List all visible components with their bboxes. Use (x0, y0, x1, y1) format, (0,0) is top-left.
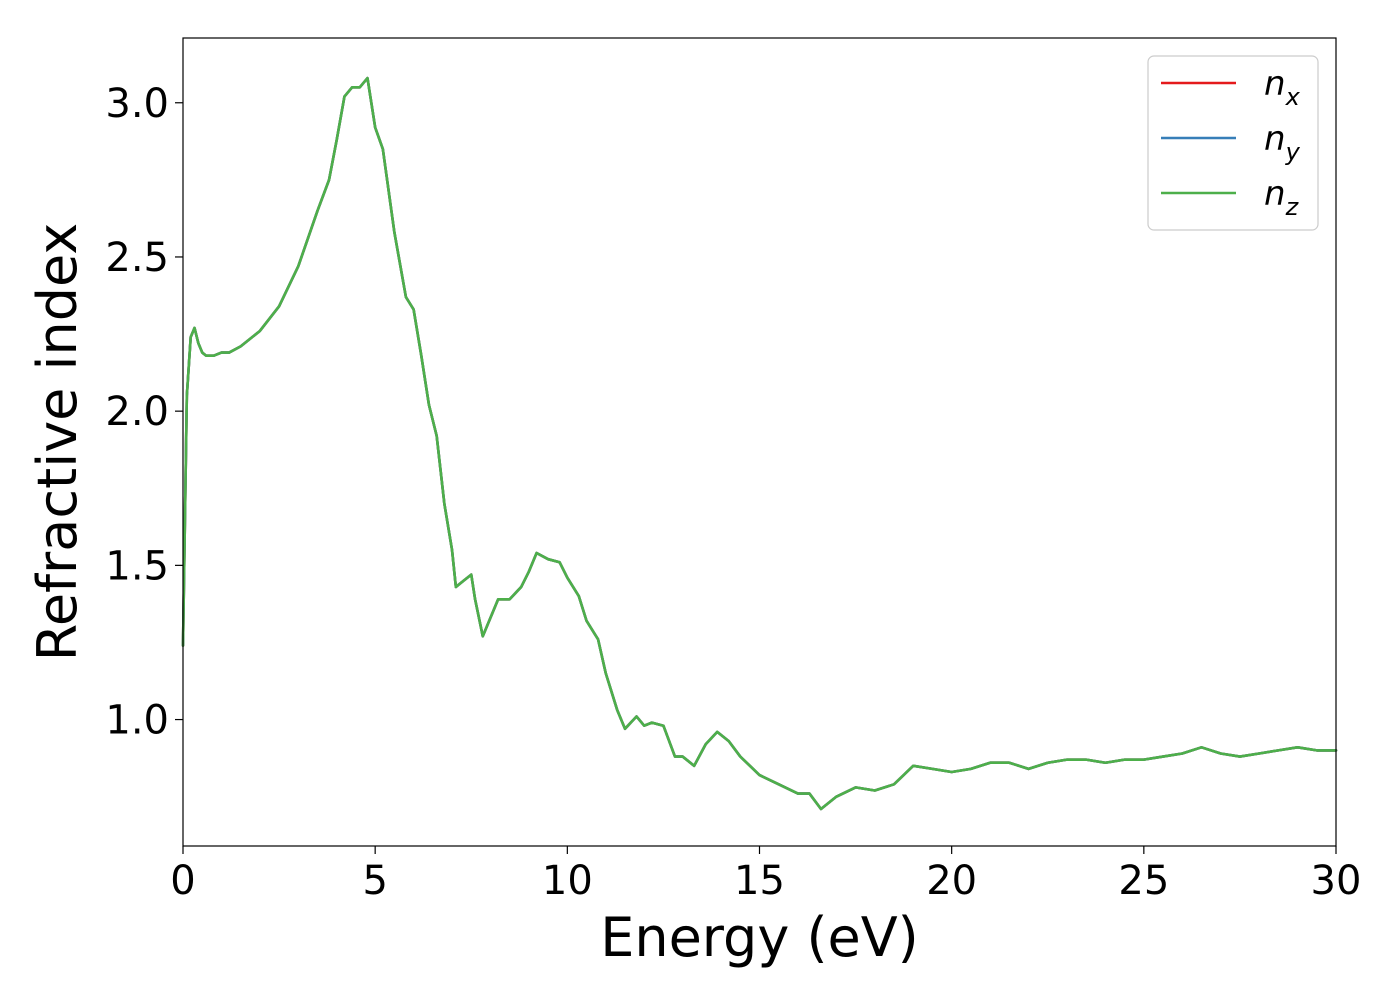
x-tick-label: 15 (734, 858, 785, 904)
y-axis: 1.0 1.5 2.0 2.5 3.0 (105, 81, 183, 744)
x-axis-label: Energy (eV) (600, 906, 919, 969)
legend-label-subscript: x (1285, 83, 1301, 111)
legend-label-z: nz (1264, 174, 1300, 221)
x-tick-label: 5 (362, 858, 387, 904)
legend-label-subscript: z (1285, 193, 1300, 221)
series-layer (181, 76, 1338, 811)
x-axis: 0 5 10 15 20 25 30 (170, 846, 1361, 904)
y-tick-label: 1.0 (105, 698, 169, 744)
x-tick-label: 10 (542, 858, 593, 904)
legend-label-base: n (1264, 174, 1286, 214)
legend-label-base: n (1264, 64, 1286, 104)
x-tick-label: 30 (1311, 858, 1362, 904)
legend-box (1147, 55, 1319, 231)
x-tick-label: 25 (1118, 858, 1169, 904)
x-tick-label: 0 (170, 858, 195, 904)
legend-label-subscript: y (1285, 138, 1301, 166)
series-line-z (181, 76, 1338, 811)
legend-label-x: nx (1264, 64, 1301, 111)
y-tick-label: 2.0 (105, 389, 169, 435)
y-tick-label: 3.0 (105, 81, 169, 127)
x-tick-label: 20 (926, 858, 977, 904)
y-tick-label: 2.5 (105, 235, 169, 281)
y-axis-label: Refractive index (26, 223, 89, 662)
y-tick-label: 1.5 (105, 543, 169, 589)
legend-label-base: n (1264, 119, 1286, 159)
legend-label-y: ny (1264, 119, 1301, 166)
